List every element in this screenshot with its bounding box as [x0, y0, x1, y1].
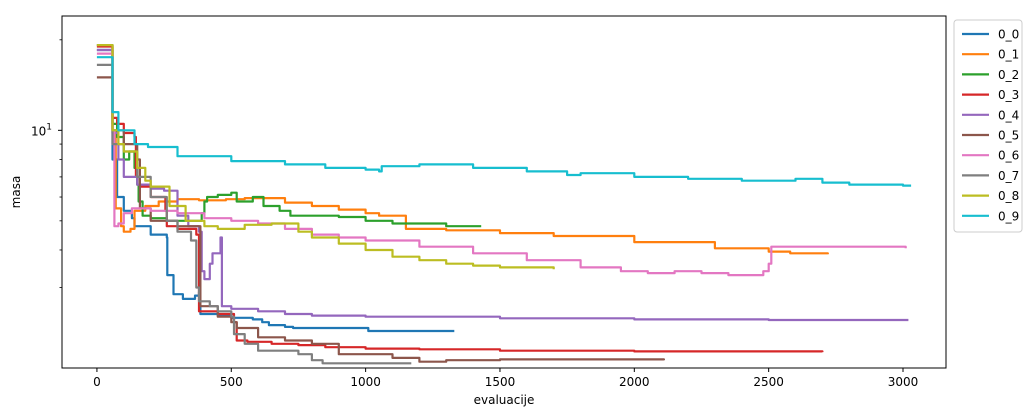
y-axis-label: masa — [9, 176, 23, 209]
series-line-0_6 — [96, 52, 907, 277]
series-line-0_0 — [96, 48, 455, 333]
legend-item-0_8: 0_8 — [962, 189, 1019, 203]
x-axis-label: evaluacije — [474, 393, 535, 407]
legend-label: 0_3 — [998, 88, 1019, 102]
legend-item-0_3: 0_3 — [962, 88, 1019, 102]
legend-label: 0_4 — [998, 108, 1019, 122]
x-axis: 0 500 1000 1500 2000 2500 3000 — [93, 368, 918, 389]
legend-item-0_4: 0_4 — [962, 108, 1019, 122]
legend: 0_0 0_1 0_2 0_3 0_4 0_5 0_6 0_7 0_8 0_9 — [953, 19, 1023, 233]
legend-label: 0_2 — [998, 68, 1019, 82]
series-line-0_7 — [96, 63, 412, 365]
x-tick-label: 2000 — [619, 375, 650, 389]
series-line-0_1 — [96, 44, 829, 255]
legend-item-0_5: 0_5 — [962, 129, 1019, 143]
legend-label: 0_0 — [998, 28, 1019, 42]
legend-label: 0_9 — [998, 209, 1019, 223]
legend-item-0_0: 0_0 — [962, 28, 1019, 42]
legend-item-0_7: 0_7 — [962, 169, 1019, 183]
x-tick-label: 1000 — [350, 375, 381, 389]
series-line-0_2 — [96, 44, 482, 228]
series-line-0_8 — [96, 44, 555, 270]
legend-label: 0_1 — [998, 48, 1019, 62]
legend-label: 0_8 — [998, 189, 1019, 203]
x-tick-label: 0 — [93, 375, 101, 389]
x-tick-label: 3000 — [888, 375, 919, 389]
x-tick-label: 2500 — [753, 375, 784, 389]
legend-label: 0_6 — [998, 149, 1019, 163]
x-tick-label: 1500 — [485, 375, 516, 389]
legend-label: 0_7 — [998, 169, 1019, 183]
series-line-0_9 — [96, 56, 912, 187]
plot-frame — [61, 15, 947, 369]
legend-label: 0_5 — [998, 129, 1019, 143]
legend-item-0_9: 0_9 — [962, 209, 1019, 223]
legend-item-0_2: 0_2 — [962, 68, 1019, 82]
x-tick-label: 500 — [220, 375, 243, 389]
legend-box — [953, 19, 1023, 233]
y-axis: 101 — [31, 39, 62, 288]
series-lines — [96, 44, 912, 365]
legend-item-0_6: 0_6 — [962, 149, 1019, 163]
legend-item-0_1: 0_1 — [962, 48, 1019, 62]
y-tick-label: 101 — [31, 122, 52, 138]
